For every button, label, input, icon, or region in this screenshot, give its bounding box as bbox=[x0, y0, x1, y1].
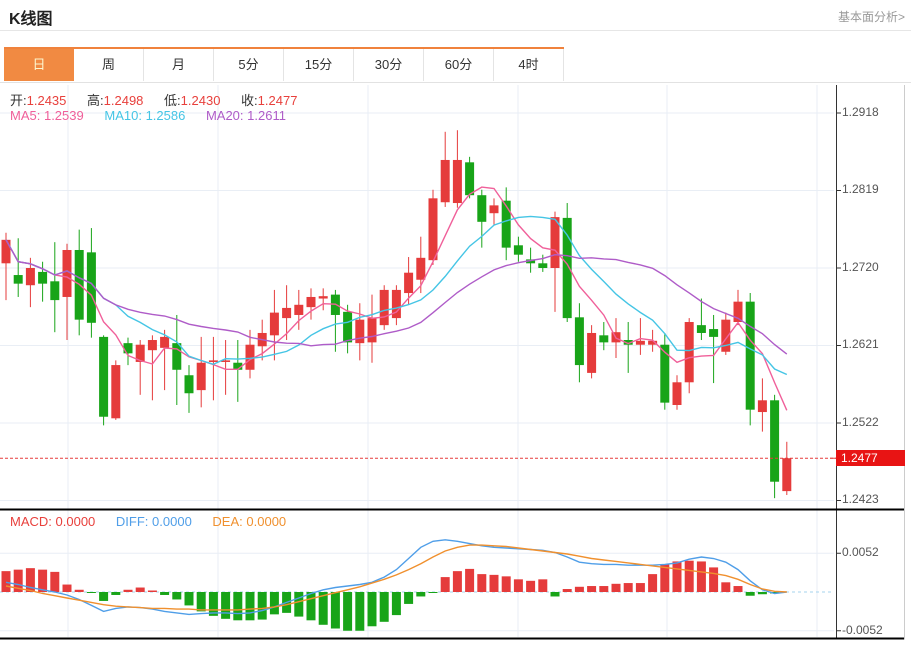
macd-label: MACD: bbox=[10, 514, 52, 529]
dea-label: DEA: bbox=[212, 514, 243, 529]
ma-legend: MA5: 1.2539 MA10: 1.2586 MA20: 1.2611 bbox=[10, 108, 303, 123]
tab-15min[interactable]: 15分 bbox=[284, 49, 354, 81]
macd-axis-label: 0.0052 bbox=[842, 545, 879, 559]
open-label: 开: bbox=[10, 93, 27, 108]
macd-axis-label: -0.0052 bbox=[842, 623, 883, 637]
tab-month[interactable]: 月 bbox=[144, 49, 214, 81]
price-axis-label: 1.2918 bbox=[842, 105, 879, 119]
tab-day[interactable]: 日 bbox=[4, 49, 74, 81]
low-label: 低: bbox=[164, 93, 181, 108]
fundamental-analysis-link[interactable]: 基本面分析> bbox=[837, 10, 905, 24]
low-value: 1.2430 bbox=[180, 93, 221, 108]
price-axis-label: 1.2720 bbox=[842, 260, 879, 274]
current-price-badge: 1.2477 bbox=[836, 450, 905, 466]
ma5-label: MA5: bbox=[10, 108, 41, 123]
dea-value: 0.0000 bbox=[246, 514, 287, 529]
tab-5min[interactable]: 5分 bbox=[214, 49, 284, 81]
macd-value: 0.0000 bbox=[55, 514, 96, 529]
ma20-value: 1.2611 bbox=[247, 108, 286, 123]
ma5-value: 1.2539 bbox=[43, 108, 84, 123]
close-value: 1.2477 bbox=[257, 93, 298, 108]
price-axis-label: 1.2423 bbox=[842, 492, 879, 506]
macd-legend: MACD: 0.0000 DIFF: 0.0000 DEA: 0.0000 bbox=[10, 514, 303, 529]
price-axis-label: 1.2819 bbox=[842, 182, 879, 196]
close-label: 收: bbox=[241, 93, 258, 108]
tab-week[interactable]: 周 bbox=[74, 49, 144, 81]
tab-60min[interactable]: 60分 bbox=[424, 49, 494, 81]
price-axis-label: 1.2621 bbox=[842, 337, 879, 351]
ma20-label: MA20: bbox=[205, 108, 244, 123]
tab-4hour[interactable]: 4时 bbox=[494, 49, 564, 81]
ma10-label: MA10: bbox=[104, 108, 142, 123]
interval-tabbar: 日 周 月 5分 15分 30分 60分 4时 bbox=[0, 47, 911, 83]
tab-30min[interactable]: 30分 bbox=[354, 49, 424, 81]
open-value: 1.2435 bbox=[26, 93, 67, 108]
high-value: 1.2498 bbox=[103, 93, 144, 108]
page-title: K线图 bbox=[9, 11, 53, 28]
ma10-value: 1.2586 bbox=[145, 108, 186, 123]
widget-header: K线图 基本面分析> bbox=[0, 0, 911, 31]
diff-value: 0.0000 bbox=[152, 514, 192, 529]
price-axis-label: 1.2522 bbox=[842, 415, 879, 429]
interval-tabs: 日 周 月 5分 15分 30分 60分 4时 bbox=[4, 47, 564, 81]
high-label: 高: bbox=[87, 93, 104, 108]
ohlc-legend: 开:1.2435 高:1.2498 低:1.2430 收:1.2477 bbox=[10, 90, 314, 109]
diff-label: DIFF: bbox=[115, 514, 149, 529]
